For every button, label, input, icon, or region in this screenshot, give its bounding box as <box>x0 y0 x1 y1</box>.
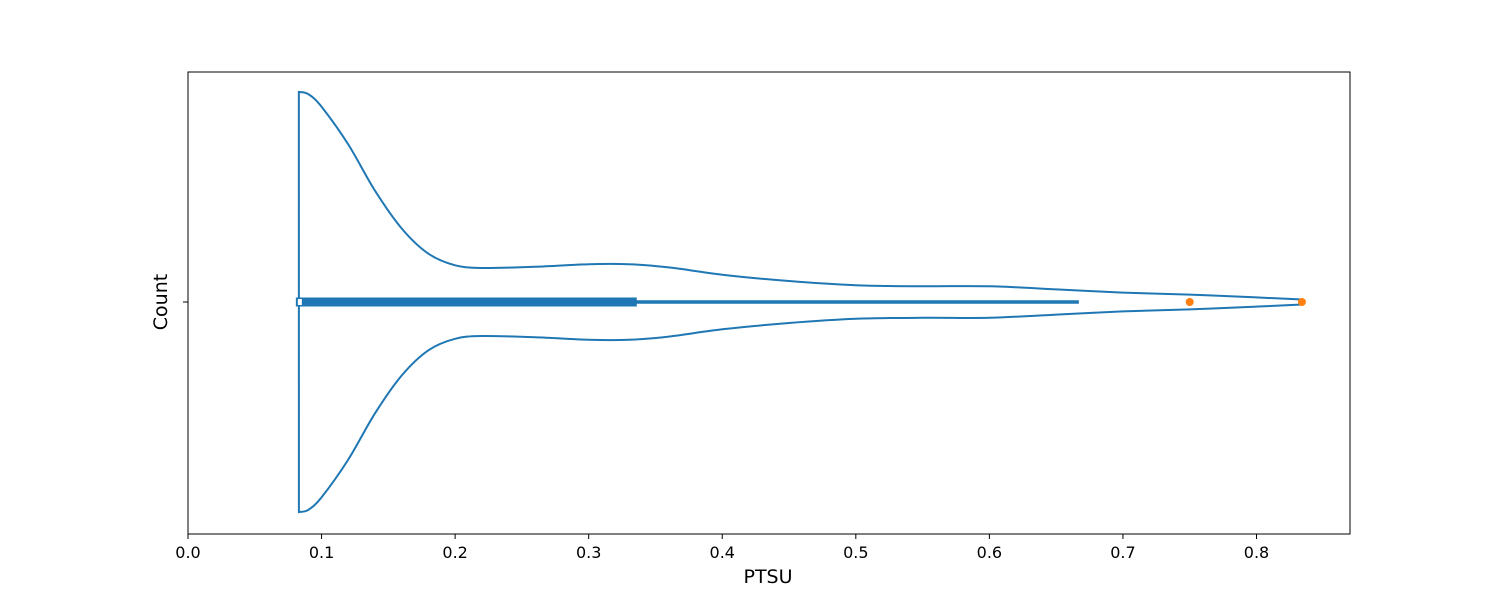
outlier-point <box>1297 298 1306 306</box>
x-axis-label: PTSU <box>743 566 792 588</box>
x-tick-label: 0.6 <box>977 543 1002 562</box>
outlier-point <box>1185 298 1194 306</box>
x-tick-label: 0.0 <box>175 543 200 562</box>
x-tick-label: 0.7 <box>1110 543 1135 562</box>
plot-area <box>187 71 1351 535</box>
x-tick-label: 0.8 <box>1244 543 1269 562</box>
x-axis: 0.0 0.1 0.2 0.3 0.4 0.5 0.6 0.7 0.8 <box>175 534 1269 562</box>
x-tick-label: 0.2 <box>442 543 467 562</box>
iqr-box <box>295 297 637 307</box>
x-tick-label: 0.4 <box>710 543 735 562</box>
x-tick-label: 0.1 <box>309 543 334 562</box>
x-tick-label: 0.5 <box>843 543 868 562</box>
x-tick-label: 0.3 <box>576 543 601 562</box>
median-marker <box>297 299 302 305</box>
axes-frame <box>187 71 1351 535</box>
y-axis-label: Count <box>150 274 172 330</box>
